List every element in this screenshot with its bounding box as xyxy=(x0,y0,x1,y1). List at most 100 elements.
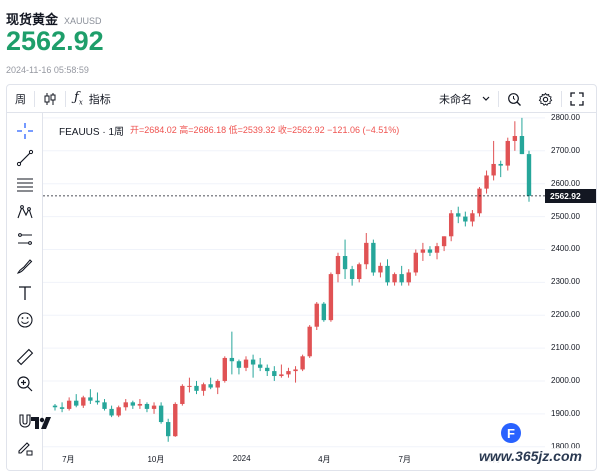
magnet-icon xyxy=(19,414,31,428)
candle-body xyxy=(519,136,525,155)
candle-body xyxy=(470,213,475,222)
chart-pane[interactable]: FEAUUS · 1周 开=2684.02 高=2686.18 低=2539.3… xyxy=(43,113,545,450)
candle-body xyxy=(137,403,143,406)
candle-body xyxy=(406,272,411,283)
candlestick-chart[interactable] xyxy=(43,113,545,450)
quote-timestamp: 2024-11-16 05:58:59 xyxy=(6,65,89,75)
candle-body xyxy=(66,400,72,409)
toolbar-divider xyxy=(34,90,35,107)
time-axis[interactable]: 7月10月20244月7月10月 xyxy=(43,450,545,470)
interval-button[interactable]: 周 xyxy=(7,85,34,113)
magnet-tool[interactable] xyxy=(15,411,35,431)
site-watermark: www.365jz.com xyxy=(476,448,585,464)
candle-body xyxy=(413,252,418,273)
price-axis[interactable]: 2800.00 2700.00 2600.00 2500.00 2400.00 2300.… xyxy=(545,113,596,451)
layout-selector[interactable]: 未命名 xyxy=(431,91,498,107)
candle xyxy=(519,117,525,155)
fullscreen-button[interactable] xyxy=(562,85,592,113)
measure-range-tool[interactable] xyxy=(15,229,35,249)
candle xyxy=(434,242,440,260)
candle xyxy=(151,402,157,414)
candle xyxy=(505,137,510,171)
candle xyxy=(74,394,79,408)
candle xyxy=(477,186,482,217)
emoji-tool[interactable] xyxy=(15,310,35,330)
candle-body xyxy=(448,213,454,237)
tradingview-logo[interactable] xyxy=(31,415,55,434)
legend-symbol: FEAUUS · 1周 xyxy=(59,127,125,138)
brush-icon xyxy=(16,259,33,274)
candle-body xyxy=(293,369,298,372)
candle xyxy=(144,402,150,413)
candle xyxy=(59,402,65,413)
candle xyxy=(491,140,496,181)
fib-retracement-tool[interactable] xyxy=(15,175,35,195)
pattern-tool[interactable] xyxy=(15,202,35,222)
price-axis-label: 2200.00 xyxy=(551,310,580,320)
candle xyxy=(272,366,277,381)
candle xyxy=(208,377,213,390)
candle-body xyxy=(300,356,305,370)
candle-body xyxy=(95,400,100,403)
candle-body xyxy=(151,405,157,409)
candle xyxy=(88,389,93,404)
candle-body xyxy=(505,140,510,166)
chart-type-button[interactable] xyxy=(35,85,65,113)
candle xyxy=(357,262,362,283)
price-axis-label: 2000.00 xyxy=(551,375,580,385)
candle-body xyxy=(208,384,213,388)
candle-body xyxy=(88,397,93,401)
tradingview-logo-icon xyxy=(31,417,51,429)
candle-body xyxy=(123,402,128,408)
candle xyxy=(406,269,411,286)
settings-button[interactable] xyxy=(530,85,561,113)
candle-body xyxy=(385,265,390,283)
candle-body xyxy=(328,274,334,321)
time-axis-label: 2024 xyxy=(232,454,251,463)
candle xyxy=(158,402,164,424)
candle-body xyxy=(378,265,383,273)
candle xyxy=(293,366,298,383)
candle-body xyxy=(335,256,341,275)
lock-drawings-tool[interactable] xyxy=(15,438,35,458)
candle xyxy=(257,357,263,372)
layout-name-label: 未命名 xyxy=(439,93,472,106)
candle xyxy=(279,364,284,378)
trend-line-tool[interactable] xyxy=(15,148,35,168)
candle-body xyxy=(392,274,397,283)
candle-body xyxy=(52,405,58,408)
candle-body xyxy=(364,242,369,265)
ruler-icon xyxy=(16,348,34,366)
search-time-icon xyxy=(508,92,521,106)
candle xyxy=(102,399,107,411)
f-badge-icon[interactable]: F xyxy=(501,423,521,443)
interval-label: 周 xyxy=(15,92,26,106)
candle-body xyxy=(243,359,249,368)
pattern-icon xyxy=(17,205,33,219)
candlestick-icon xyxy=(44,92,56,105)
candle-body xyxy=(74,400,79,406)
candle-body xyxy=(158,405,164,423)
candle xyxy=(173,402,178,437)
candle xyxy=(187,377,192,393)
candle-body xyxy=(279,374,284,377)
ruler-tool[interactable] xyxy=(15,347,35,367)
candle xyxy=(81,395,86,408)
brush-tool[interactable] xyxy=(15,256,35,276)
candle-body xyxy=(272,371,277,377)
zoom-in-tool[interactable] xyxy=(15,374,35,394)
candle xyxy=(130,400,136,409)
candle-body xyxy=(215,380,220,388)
time-axis-label: 7月 xyxy=(398,455,411,464)
last-price-tag: 2562.92 xyxy=(545,188,596,203)
price-axis-label: 2100.00 xyxy=(551,343,580,353)
instrument-symbol: XAUUSD xyxy=(64,16,102,26)
crosshair-tool[interactable] xyxy=(15,121,35,141)
quick-search-button[interactable] xyxy=(499,85,530,113)
smiley-icon xyxy=(17,312,33,328)
indicators-button[interactable]: ƒx 指标 xyxy=(66,85,119,113)
candle-body xyxy=(314,303,319,327)
text-tool[interactable] xyxy=(15,283,35,303)
candle-body xyxy=(441,236,447,247)
price-axis-label: 2400.00 xyxy=(551,244,580,254)
